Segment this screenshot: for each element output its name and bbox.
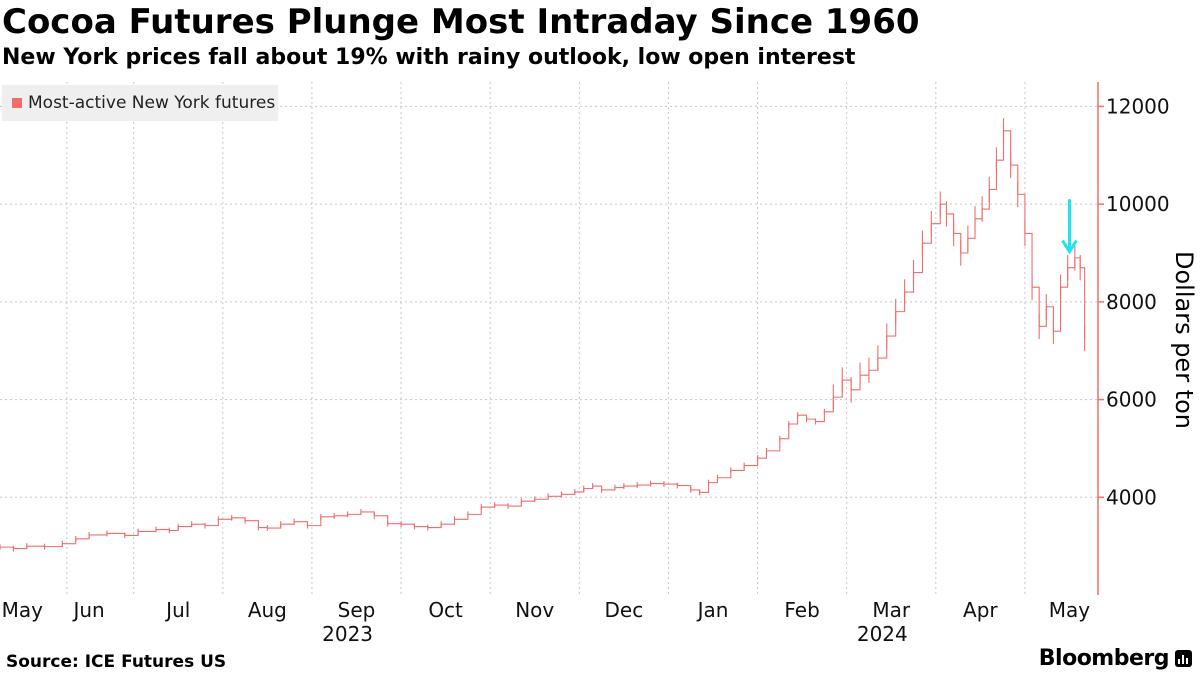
y-tick-label: 8000	[1106, 290, 1157, 314]
x-tick-label: Jun	[71, 598, 104, 622]
series-line	[0, 130, 1086, 550]
x-tick-label: Apr	[963, 598, 998, 622]
series-group	[0, 118, 1086, 552]
chart-title: Cocoa Futures Plunge Most Intraday Since…	[2, 2, 920, 42]
x-tick-label: Dec	[605, 598, 644, 622]
x-tick-label: Nov	[515, 598, 554, 622]
x-tick-label: Jul	[164, 598, 190, 622]
brand-logo: Bloomberg	[1039, 646, 1192, 671]
down-arrow-icon	[1061, 239, 1078, 255]
x-tick-label: Sep	[338, 598, 376, 622]
legend: Most-active New York futures	[2, 85, 278, 121]
year-label: 2023	[322, 622, 373, 646]
x-tick-label: Jan	[696, 598, 729, 622]
x-axis: May Jun Jul Aug Sep Oct Nov Dec Jan Feb Mar Apr May 2…	[2, 598, 1091, 646]
x-tick-label: Feb	[784, 598, 819, 622]
x-tick-label: May	[1049, 598, 1091, 622]
source-note: Source: ICE Futures US	[6, 652, 227, 672]
year-label: 2024	[857, 622, 908, 646]
annotation-group	[1061, 199, 1078, 255]
y-tick-label: 6000	[1106, 388, 1157, 412]
x-tick-label: Oct	[428, 598, 463, 622]
brand-name: Bloomberg	[1038, 646, 1170, 671]
gridlines	[0, 82, 1098, 595]
legend-label: Most-active New York futures	[28, 93, 276, 113]
legend-swatch	[12, 98, 22, 108]
y-tick-label: 10000	[1106, 192, 1170, 216]
x-tick-label: Aug	[248, 598, 287, 622]
y-tick-label: 12000	[1106, 94, 1170, 118]
bloomberg-chart-icon	[1175, 650, 1192, 667]
chart-subtitle: New York prices fall about 19% with rain…	[2, 45, 856, 70]
x-tick-label: Mar	[872, 598, 911, 622]
x-tick-label: May	[2, 598, 44, 622]
y-tick-label: 4000	[1106, 485, 1157, 509]
y-axis: 4000 6000 8000 10000 12000	[1097, 82, 1170, 595]
y-axis-label: Dollars per ton	[1170, 250, 1198, 430]
